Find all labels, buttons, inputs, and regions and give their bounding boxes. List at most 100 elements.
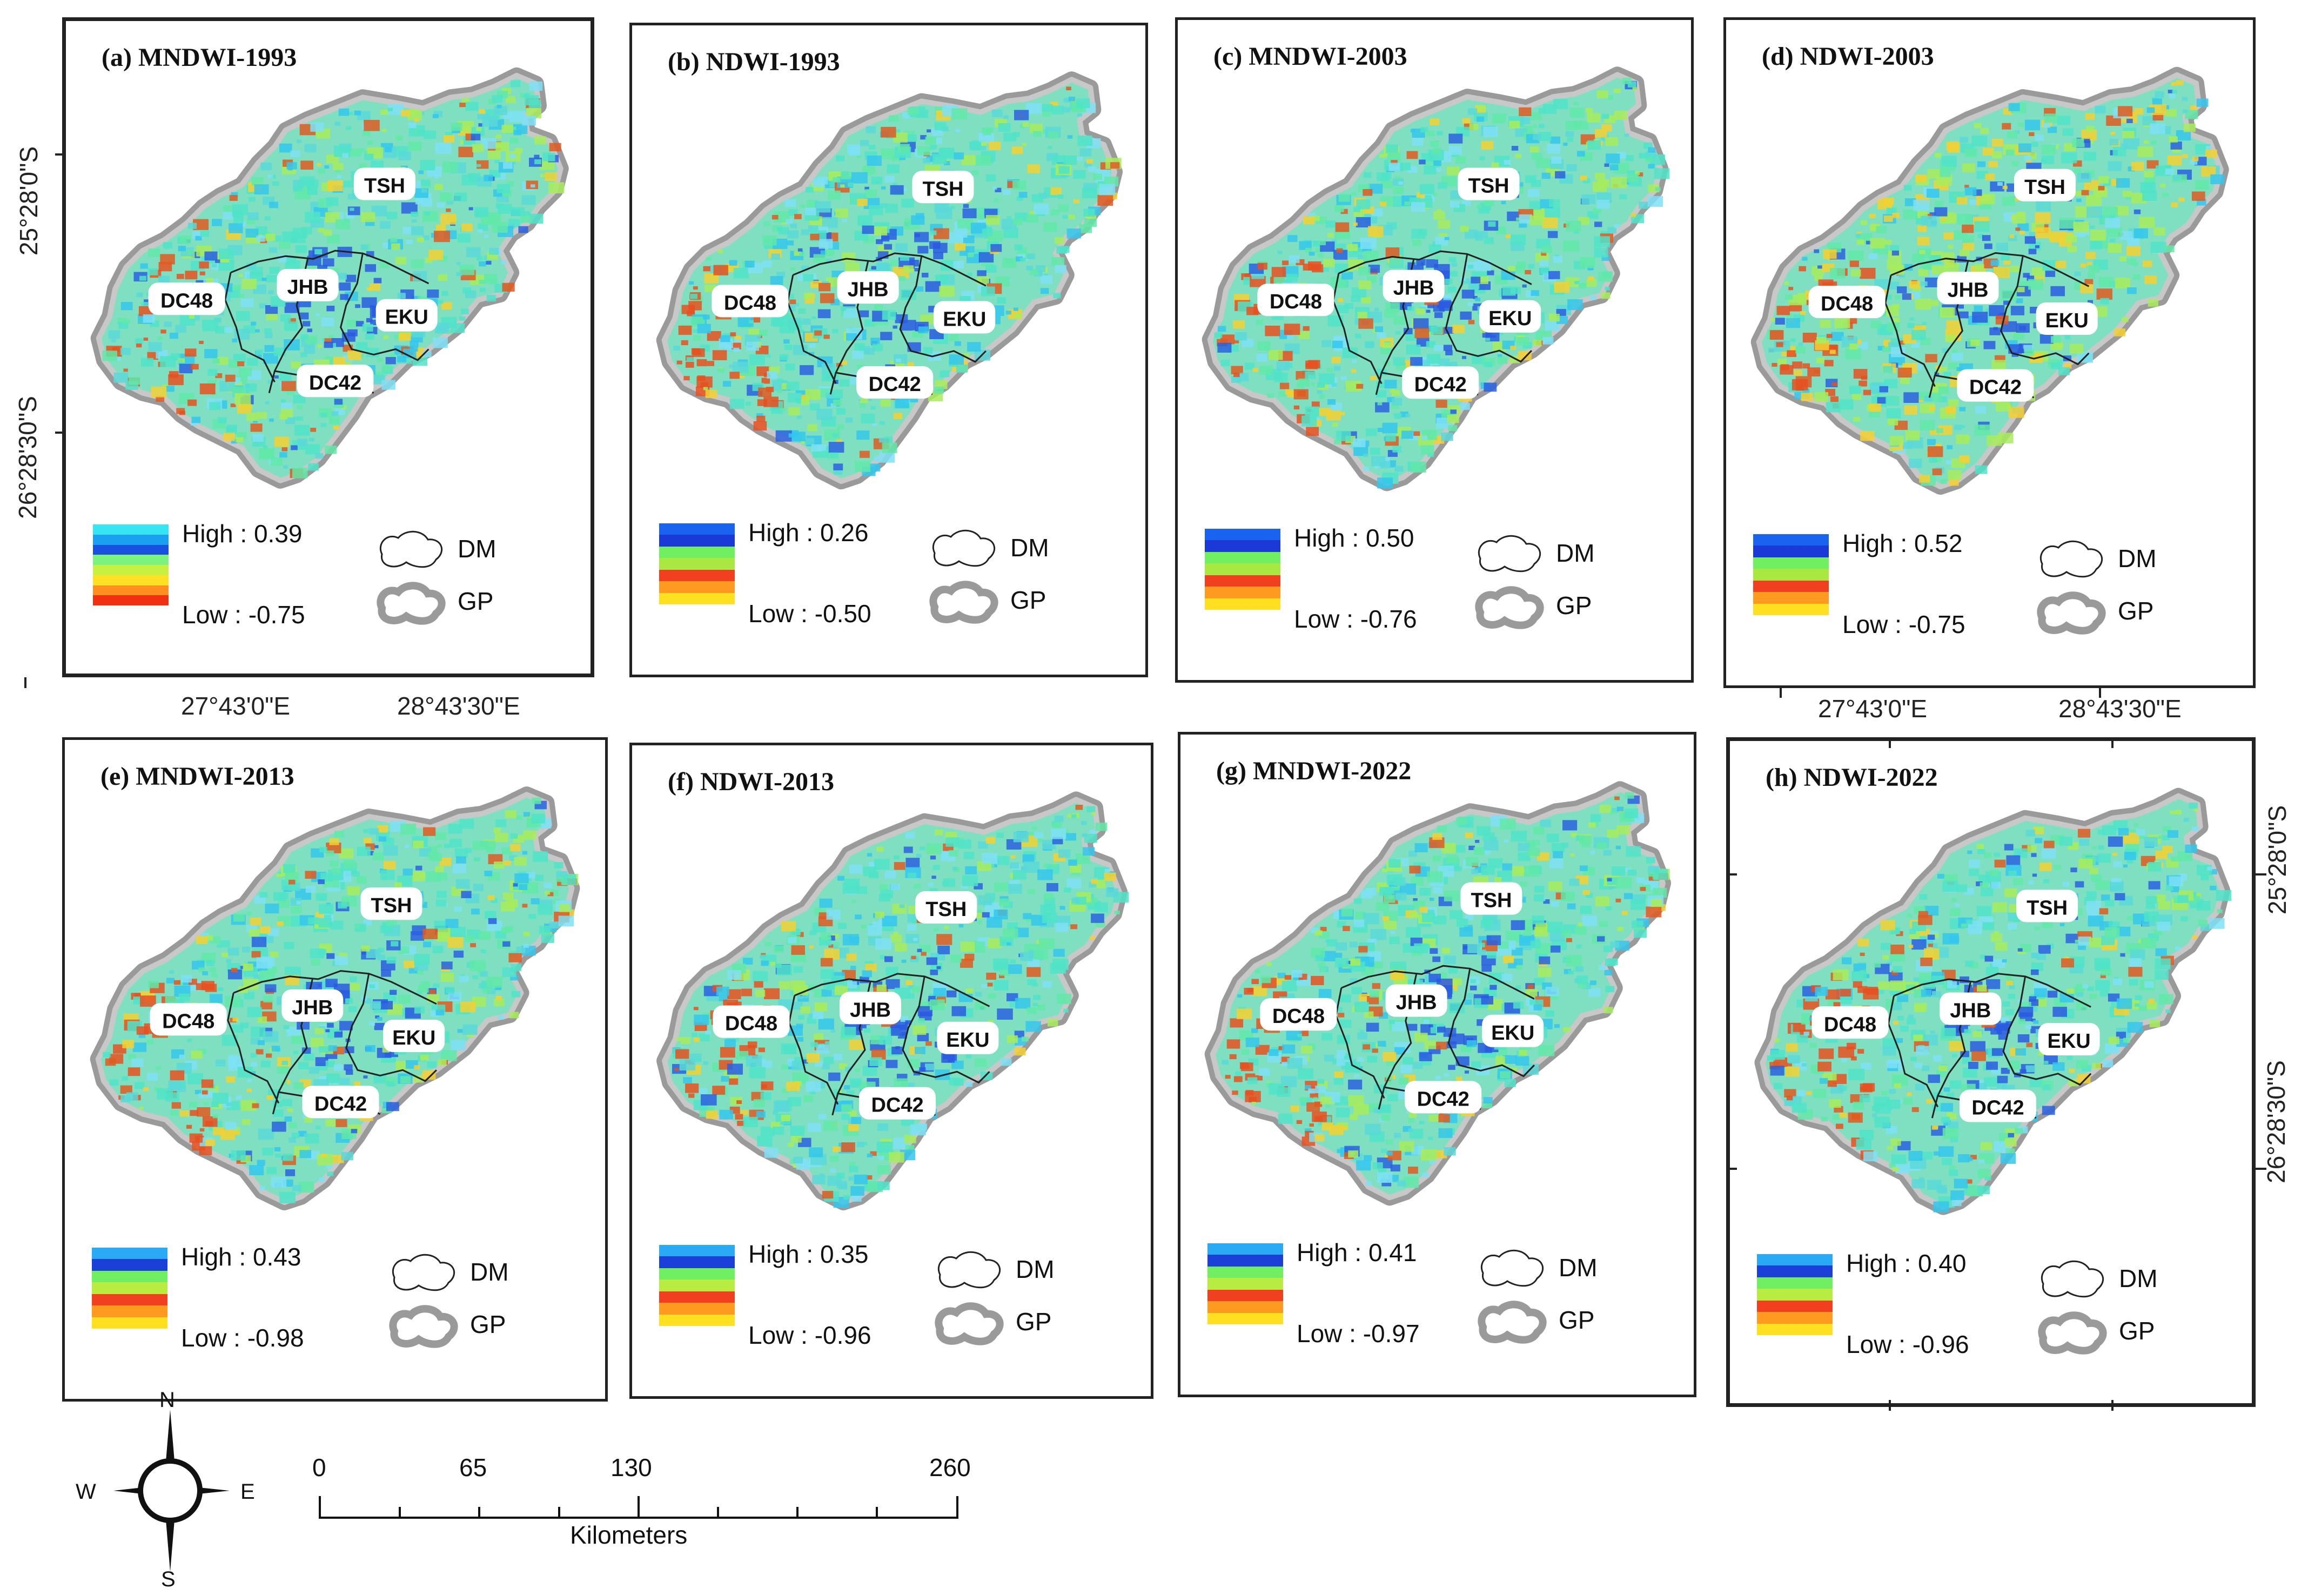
raster-pixel <box>190 1110 199 1116</box>
ramp-band <box>1753 569 1829 581</box>
raster-pixel <box>462 1024 478 1035</box>
raster-pixel <box>733 268 749 279</box>
raster-pixel <box>148 248 160 257</box>
raster-pixel <box>2065 234 2077 243</box>
raster-pixel <box>2149 105 2153 108</box>
raster-pixel <box>2061 152 2077 164</box>
raster-pixel <box>1949 479 1959 486</box>
raster-pixel <box>762 260 772 268</box>
raster-pixel <box>958 839 971 849</box>
raster-pixel <box>774 1101 789 1112</box>
raster-pixel <box>2017 223 2029 232</box>
raster-pixel <box>1484 237 1494 244</box>
raster-pixel <box>472 840 486 850</box>
raster-pixel <box>1455 817 1467 825</box>
raster-pixel <box>1637 172 1643 177</box>
raster-pixel <box>1588 276 1594 281</box>
raster-pixel <box>707 331 721 341</box>
raster-pixel <box>697 324 711 334</box>
raster-pixel <box>457 1029 463 1033</box>
raster-pixel <box>1353 1104 1369 1115</box>
raster-pixel <box>851 1081 861 1088</box>
raster-pixel <box>477 113 486 120</box>
raster-pixel <box>1387 397 1395 402</box>
raster-pixel <box>781 383 791 389</box>
raster-pixel <box>1780 364 1789 371</box>
raster-pixel <box>987 917 1002 928</box>
raster-pixel <box>169 371 179 378</box>
raster-pixel <box>1357 312 1367 319</box>
raster-pixel <box>818 1114 827 1120</box>
raster-pixel <box>764 941 771 947</box>
raster-pixel <box>1064 887 1071 893</box>
raster-pixel <box>378 947 385 953</box>
raster-pixel <box>893 325 897 329</box>
raster-pixel <box>265 903 279 914</box>
raster-pixel <box>346 212 355 219</box>
raster-pixel <box>366 318 373 322</box>
raster-pixel <box>355 321 364 327</box>
raster-pixel <box>674 1068 679 1071</box>
raster-pixel <box>1551 901 1559 907</box>
raster-pixel <box>1984 243 1992 250</box>
raster-pixel <box>291 445 298 450</box>
raster-pixel <box>299 312 309 320</box>
raster-pixel <box>410 931 425 941</box>
raster-pixel <box>1358 280 1371 289</box>
raster-pixel <box>1601 113 1609 119</box>
raster-pixel <box>1941 217 1946 221</box>
raster-pixel <box>2142 116 2156 126</box>
raster-pixel <box>869 205 883 216</box>
raster-pixel <box>1484 198 1494 206</box>
raster-pixel <box>438 1059 447 1066</box>
raster-pixel <box>279 373 292 381</box>
raster-pixel <box>470 943 476 947</box>
raster-pixel <box>729 260 737 266</box>
raster-pixel <box>1450 910 1462 919</box>
raster-pixel <box>782 1088 789 1094</box>
raster-pixel <box>495 819 506 827</box>
raster-pixel <box>1517 261 1526 268</box>
raster-pixel <box>1053 293 1061 299</box>
raster-pixel <box>1948 144 1960 153</box>
raster-pixel <box>854 1068 860 1072</box>
raster-pixel <box>1351 192 1357 196</box>
raster-pixel <box>140 263 148 269</box>
raster-pixel <box>479 109 486 114</box>
raster-pixel <box>296 901 301 905</box>
raster-pixel <box>1276 361 1290 371</box>
raster-pixel <box>788 393 802 403</box>
raster-pixel <box>934 927 940 932</box>
raster-pixel <box>1548 271 1560 279</box>
raster-pixel <box>2072 160 2082 167</box>
raster-pixel <box>673 346 680 351</box>
raster-pixel <box>494 861 505 869</box>
map-panel-g: TSH JHB EKU DC48 DC42 (g) MNDWI-2022 High : … <box>1178 732 1696 1397</box>
raster-pixel <box>703 314 710 320</box>
raster-pixel <box>1817 265 1822 269</box>
raster-pixel <box>843 1195 850 1200</box>
raster-pixel <box>128 1054 136 1060</box>
raster-pixel <box>1929 429 1938 435</box>
raster-pixel <box>1430 118 1440 125</box>
legend-high-value: High : 0.43 <box>181 1243 301 1271</box>
ramp-band <box>659 1268 735 1280</box>
raster-pixel <box>511 991 521 998</box>
raster-pixel <box>2064 335 2071 340</box>
raster-pixel <box>1446 166 1460 176</box>
raster-pixel <box>1800 311 1806 315</box>
raster-pixel <box>2067 245 2077 252</box>
raster-pixel <box>989 142 1001 150</box>
raster-pixel <box>298 1062 309 1069</box>
raster-pixel <box>741 988 752 996</box>
raster-pixel <box>705 389 717 398</box>
raster-pixel <box>2171 82 2177 86</box>
legend-dm-label: DM <box>1016 1255 1055 1283</box>
raster-pixel <box>363 130 371 136</box>
raster-pixel <box>936 934 952 945</box>
raster-pixel <box>190 420 198 426</box>
raster-pixel <box>915 233 920 238</box>
raster-pixel <box>2005 150 2015 156</box>
raster-pixel <box>909 260 919 267</box>
raster-pixel <box>1604 163 1609 167</box>
